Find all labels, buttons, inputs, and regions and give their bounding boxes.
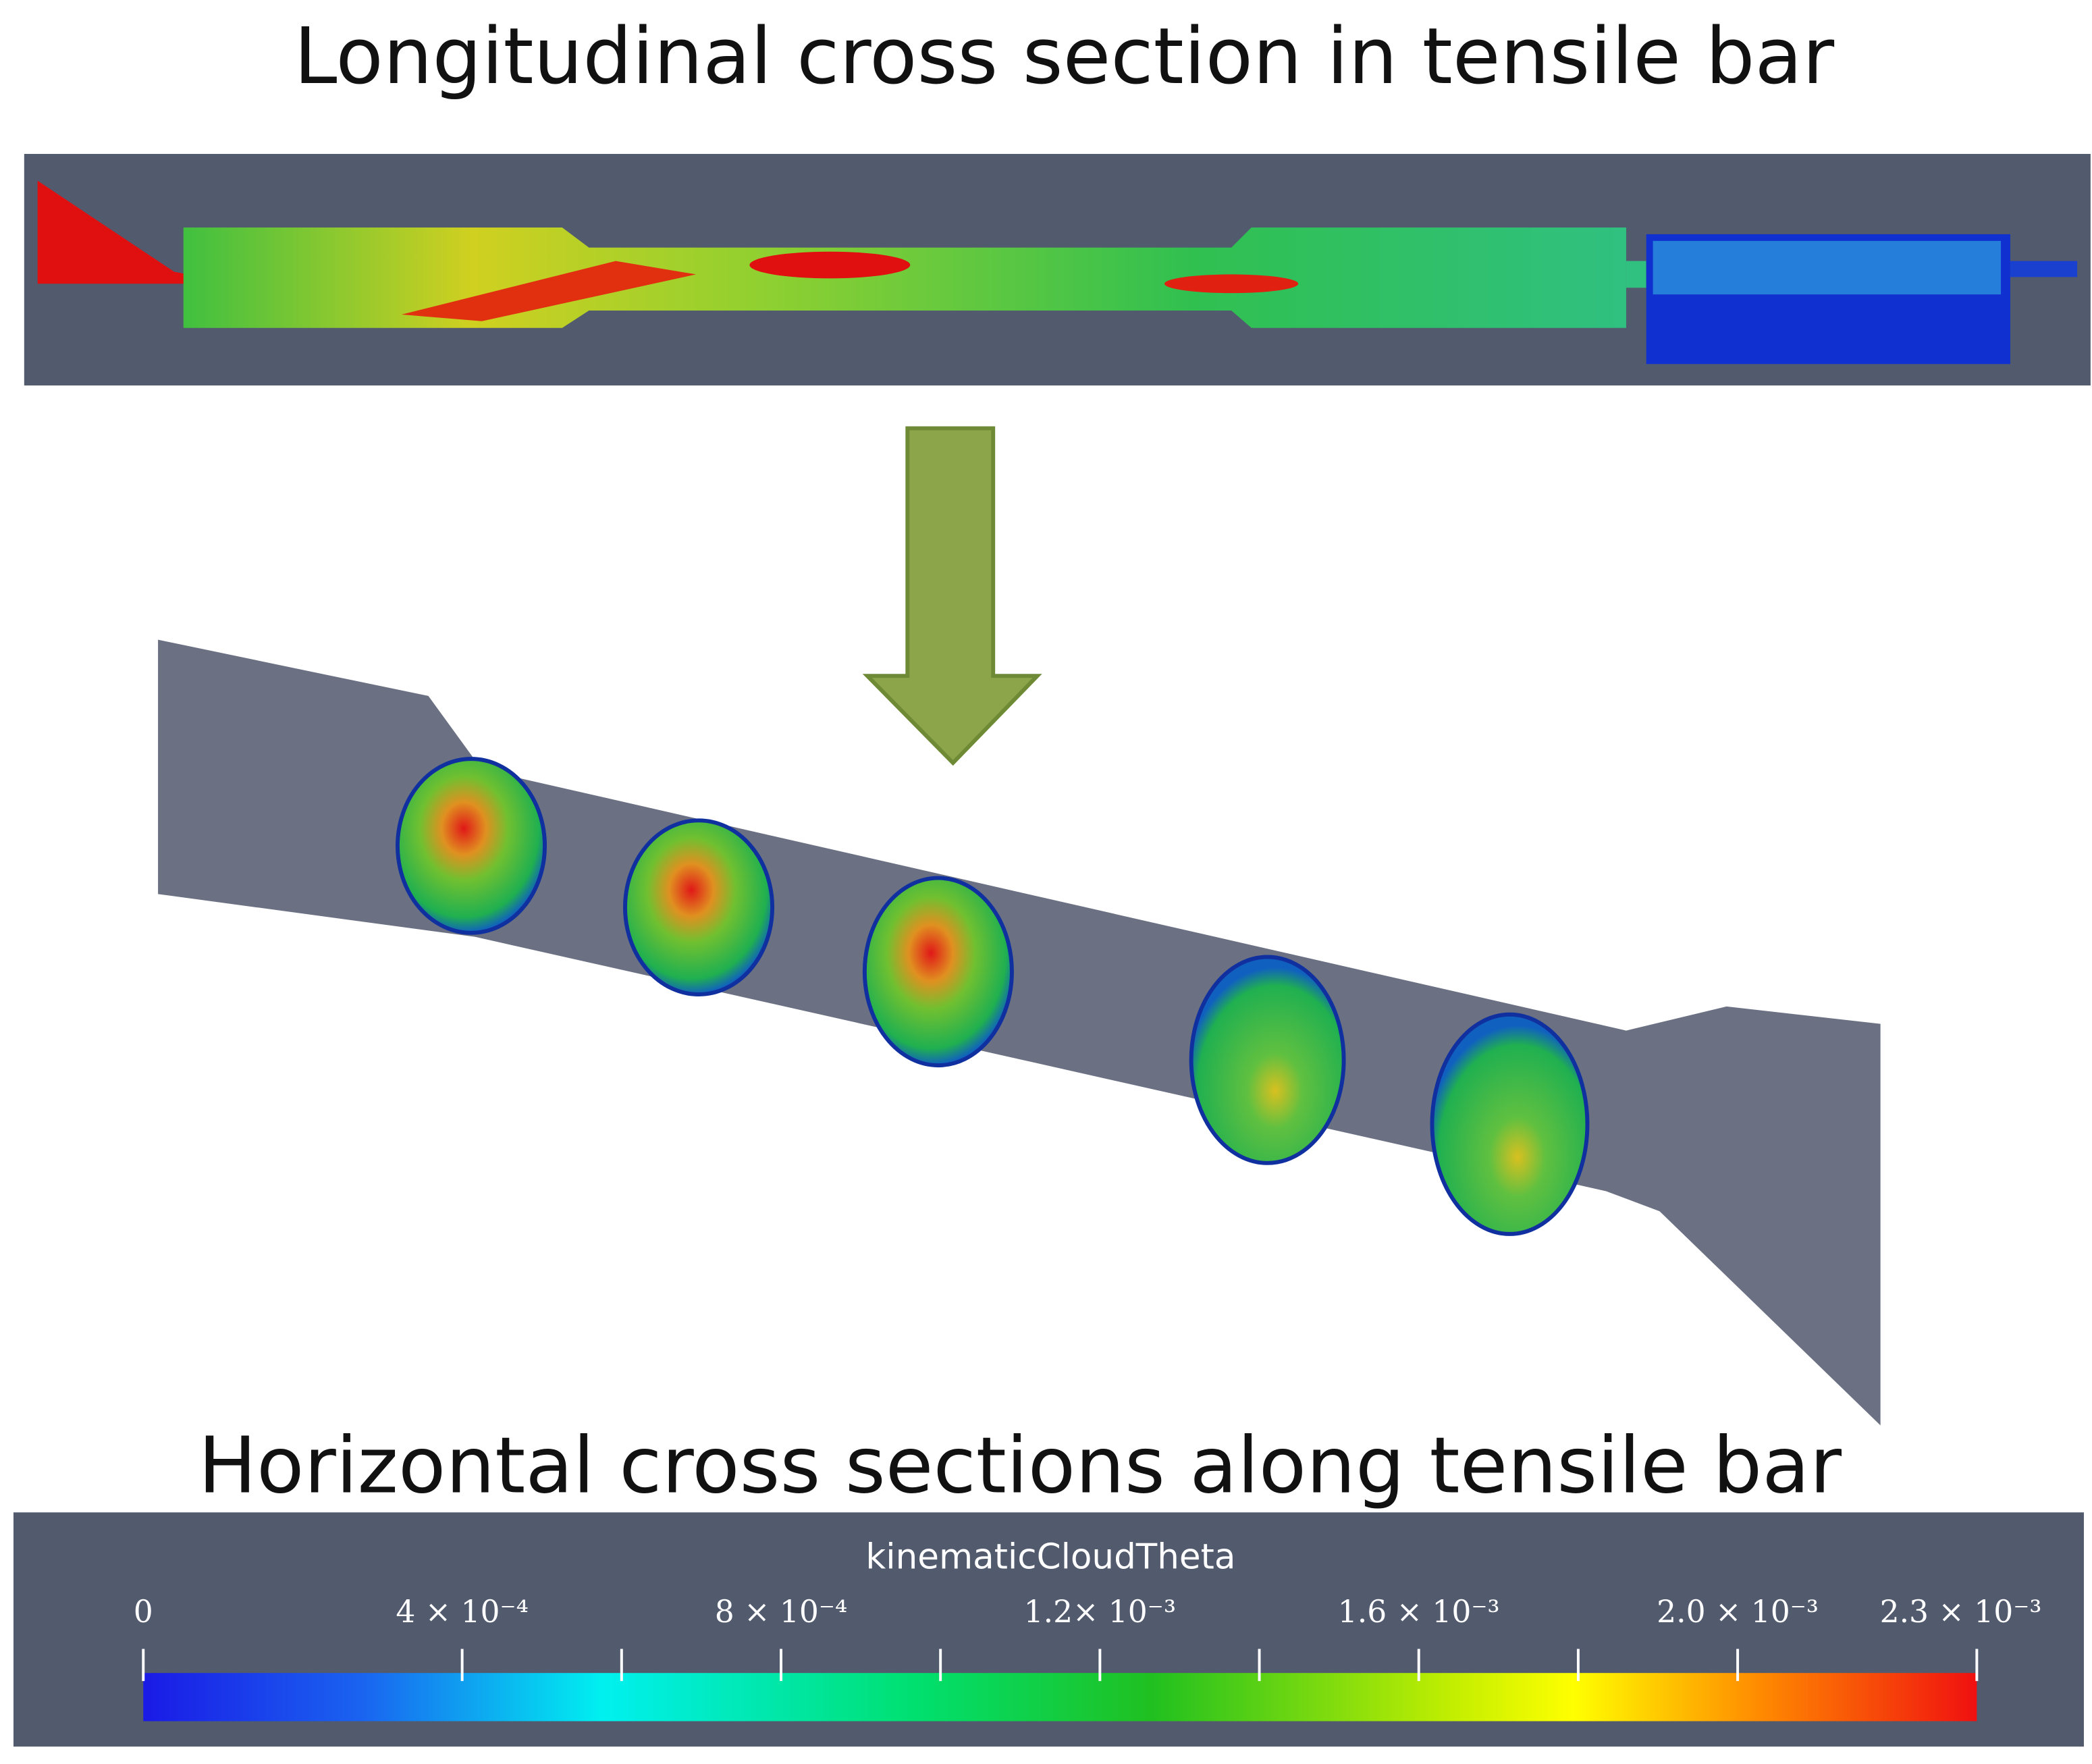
colorbar-title: kinematicCloudTheta (865, 1537, 1235, 1578)
tick-label: 0 (134, 1594, 153, 1630)
tick-label: 1.2× 10⁻³ (1024, 1594, 1177, 1630)
arrow (862, 426, 1042, 766)
bottom-title: Horizontal cross sections along tensile … (198, 1421, 1842, 1512)
tick-label: 8 × 10⁻⁴ (715, 1594, 848, 1630)
tick-label: 2.0 × 10⁻³ (1657, 1594, 1819, 1630)
bar-3d (158, 639, 1881, 1426)
tick-label: 1.6 × 10⁻³ (1338, 1594, 1500, 1630)
top-title: Longitudinal cross section in tensile ba… (294, 11, 1835, 102)
colorbar: kinematicCloudTheta 0 4 × 10⁻⁴ 8 × 10⁻⁴ 1.2… (13, 1512, 2084, 1747)
longitudinal-section (24, 153, 2091, 385)
tick-label: 2.3 × 10⁻³ (1880, 1594, 2042, 1630)
tick-label: 4 × 10⁻⁴ (396, 1594, 529, 1630)
